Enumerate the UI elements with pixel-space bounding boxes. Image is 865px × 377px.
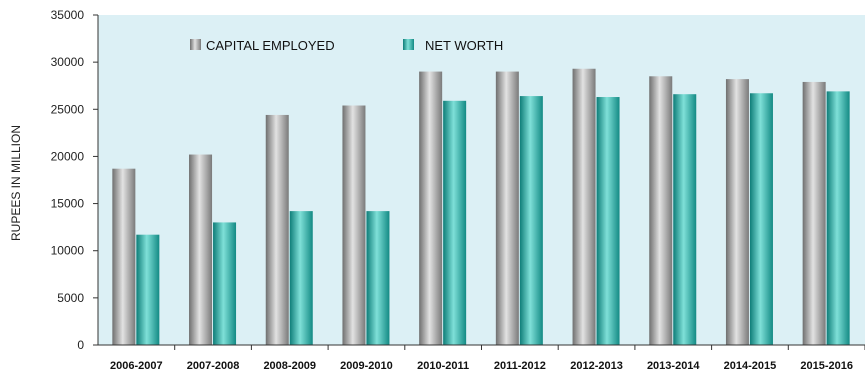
bar-net-worth <box>673 94 697 345</box>
bar-capital-employed <box>112 168 136 345</box>
x-tick-label: 2008-2009 <box>263 360 316 372</box>
y-tick-label: 0 <box>77 338 84 352</box>
bar-net-worth <box>749 93 773 345</box>
bar-capital-employed <box>419 71 443 346</box>
bar-capital-employed <box>572 68 596 345</box>
y-tick-label: 15000 <box>51 197 85 211</box>
x-tick-label: 2013-2014 <box>647 360 700 372</box>
y-tick-label: 35000 <box>51 8 85 22</box>
x-tick-label: 2009-2010 <box>340 360 393 372</box>
bar-net-worth <box>289 211 313 345</box>
x-tick-label: 2007-2008 <box>187 360 240 372</box>
legend-label-net-worth: NET WORTH <box>425 38 503 53</box>
bar-capital-employed <box>342 105 366 345</box>
bar-net-worth <box>519 96 543 345</box>
bar-capital-employed <box>495 71 519 346</box>
bar-net-worth <box>136 234 160 345</box>
bar-net-worth <box>443 100 467 345</box>
y-tick-label: 20000 <box>51 149 85 163</box>
bar-capital-employed <box>265 114 289 345</box>
y-axis-title: RUPEES IN MILLION <box>9 125 23 241</box>
bar-net-worth <box>826 91 850 345</box>
y-axis-ticks: 0 5000 10000 15000 20000 25000 30000 35000 <box>51 8 98 352</box>
y-tick-label: 30000 <box>51 55 85 69</box>
legend-swatch-capital-employed <box>190 39 201 50</box>
bar-net-worth <box>596 97 620 346</box>
x-tick-label: 2012-2013 <box>570 360 623 372</box>
y-tick-label: 5000 <box>57 291 84 305</box>
x-tick-label: 2015-2016 <box>800 360 853 372</box>
x-tick-label: 2014-2015 <box>724 360 777 372</box>
x-tick-label: 2006-2007 <box>110 360 163 372</box>
legend: CAPITAL EMPLOYED NET WORTH <box>190 38 503 53</box>
legend-label-capital-employed: CAPITAL EMPLOYED <box>206 38 335 53</box>
x-axis-labels: 2006-2007 2007-2008 2008-2009 2009-2010 2010… <box>110 345 865 372</box>
bar-capital-employed <box>649 76 673 346</box>
y-tick-label: 25000 <box>51 102 85 116</box>
x-tick-label: 2010-2011 <box>417 360 469 372</box>
bar-capital-employed <box>189 154 213 345</box>
bar-capital-employed <box>802 81 826 345</box>
legend-swatch-net-worth <box>403 39 414 50</box>
y-tick-label: 10000 <box>51 244 85 258</box>
bar-net-worth <box>213 222 237 345</box>
bar-group <box>112 68 850 346</box>
bar-net-worth <box>366 211 390 345</box>
x-tick-label: 2011-2012 <box>494 360 546 372</box>
bar-capital-employed <box>725 79 749 345</box>
